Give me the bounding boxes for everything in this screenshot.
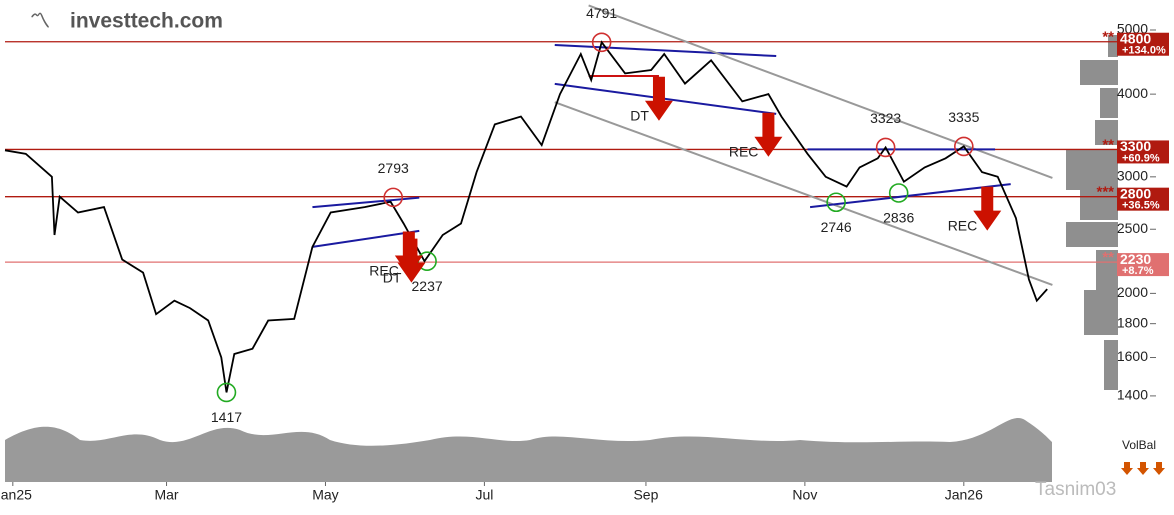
signal-label: REC bbox=[948, 217, 978, 233]
signal-circle bbox=[888, 183, 909, 203]
signal-arrow bbox=[754, 112, 783, 157]
signal-label: 3335 bbox=[948, 109, 979, 125]
signal-label: 2746 bbox=[821, 219, 852, 235]
level-value: 2230 bbox=[1120, 251, 1151, 267]
logo-icon: 〽 bbox=[30, 10, 50, 32]
x-tick-label: Jan25 bbox=[0, 487, 32, 503]
signal-circle bbox=[216, 382, 237, 403]
level-box bbox=[1117, 32, 1169, 56]
signal-label: DT bbox=[630, 107, 649, 123]
level-marker: *** bbox=[1096, 184, 1114, 201]
level-change: +134.0% bbox=[1122, 45, 1166, 57]
trend-line bbox=[809, 183, 1011, 209]
signal-label: REC bbox=[369, 262, 399, 278]
level-value: 3300 bbox=[1120, 138, 1151, 154]
volbal-label: VolBal bbox=[1122, 438, 1156, 452]
signal-label: REC bbox=[729, 143, 759, 159]
signal-label: 2237 bbox=[412, 278, 443, 294]
signal-label: 3323 bbox=[870, 110, 901, 126]
level-change: +8.7% bbox=[1122, 265, 1154, 277]
y-tick-label: 1800 bbox=[1117, 314, 1148, 330]
trend-line bbox=[554, 82, 777, 115]
watermark: Tasnim03 bbox=[1035, 479, 1116, 500]
signal-circle bbox=[383, 187, 404, 208]
signal-arrow bbox=[973, 186, 1002, 231]
y-tick-label: 1600 bbox=[1117, 348, 1148, 364]
price-line bbox=[4, 40, 1048, 393]
x-tick-label: Nov bbox=[792, 487, 817, 503]
x-tick-label: Sep bbox=[633, 487, 658, 503]
y-tick-label: 3000 bbox=[1117, 168, 1148, 184]
signal-arrow bbox=[397, 238, 426, 283]
level-value: 4800 bbox=[1120, 30, 1151, 46]
y-tick-label: 2500 bbox=[1117, 220, 1148, 236]
x-tick-label: Jan26 bbox=[945, 487, 983, 503]
signal-label: DT bbox=[383, 269, 402, 285]
level-box bbox=[1117, 140, 1169, 164]
level-marker: ** bbox=[1102, 249, 1114, 266]
trend-line bbox=[312, 229, 420, 248]
volume-profile bbox=[1066, 35, 1118, 390]
level-change: +36.5% bbox=[1122, 200, 1160, 212]
trend-line bbox=[554, 43, 777, 58]
y-tick-label: 4000 bbox=[1117, 85, 1148, 101]
y-tick-label: 5000 bbox=[1117, 21, 1148, 37]
signal-circle bbox=[875, 137, 896, 158]
signal-circle bbox=[826, 192, 846, 213]
signal-label: 1417 bbox=[211, 409, 242, 425]
y-tick-label: 2000 bbox=[1117, 284, 1148, 300]
level-change: +60.9% bbox=[1122, 152, 1160, 164]
signal-label: 4791 bbox=[586, 5, 617, 21]
trend-line bbox=[554, 101, 1053, 286]
level-box bbox=[1117, 187, 1169, 211]
x-tick-label: Jul bbox=[475, 487, 493, 503]
signal-circle bbox=[954, 136, 974, 157]
x-tick-label: May bbox=[312, 487, 338, 503]
logo: investtech.com bbox=[70, 10, 223, 33]
volume-area bbox=[5, 417, 1052, 482]
level-marker: ** bbox=[1102, 136, 1114, 153]
signal-circle bbox=[591, 32, 612, 53]
signal-label: 2793 bbox=[378, 160, 409, 176]
level-box bbox=[1117, 253, 1169, 277]
x-tick-label: Mar bbox=[154, 487, 178, 503]
signal-arrow bbox=[644, 76, 673, 121]
volbal-arrows bbox=[1121, 462, 1165, 475]
signal-label: 2836 bbox=[883, 210, 914, 226]
level-value: 2800 bbox=[1120, 185, 1151, 201]
level-marker: ** bbox=[1102, 29, 1114, 46]
y-tick-label: 1400 bbox=[1117, 387, 1148, 403]
